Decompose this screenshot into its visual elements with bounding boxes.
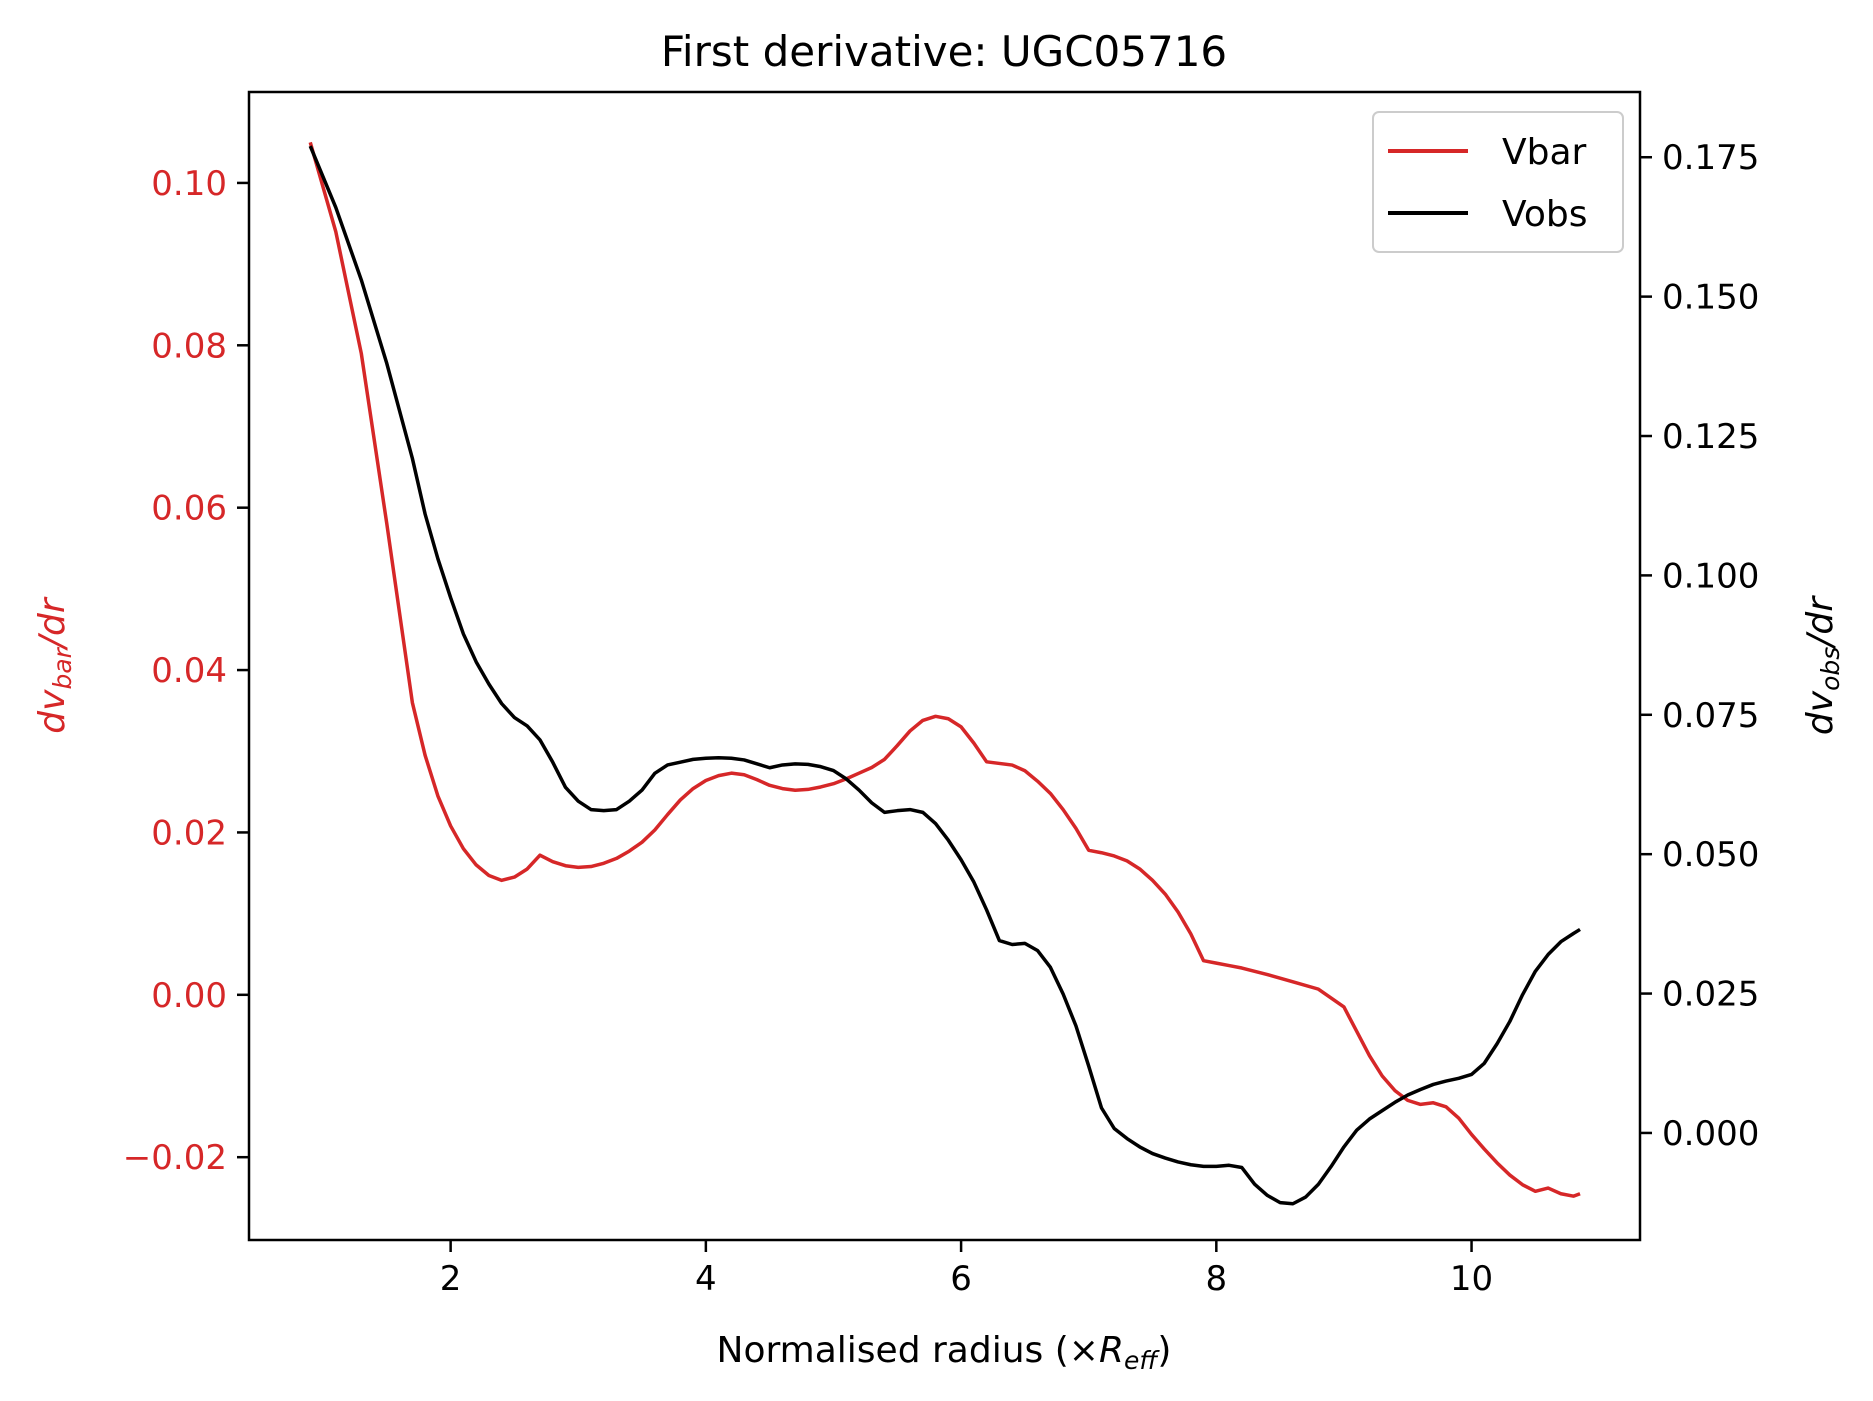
y-left-axis-label: dvbar/dr — [32, 596, 77, 734]
y-left-tick-label: 0.02 — [151, 813, 227, 853]
y-left-tick-label: 0.08 — [151, 326, 227, 366]
y-right-tick-label: 0.175 — [1662, 138, 1759, 178]
y-right-tick-label: 0.025 — [1662, 975, 1759, 1015]
legend-label-vobs: Vobs — [1502, 194, 1587, 235]
series-line-vbar — [308, 141, 1581, 1198]
y-right-axis-label: dvobs/dr — [1800, 595, 1845, 735]
x-tick-label: 6 — [950, 1259, 972, 1299]
x-axis-label: Normalised radius (×Reff) — [717, 1330, 1172, 1375]
y-right-tick-label: 0.075 — [1662, 696, 1759, 736]
x-tick-label: 4 — [695, 1259, 717, 1299]
x-axis-label-suffix: ) — [1157, 1330, 1171, 1371]
y-right-axis-label-var: dv — [1800, 690, 1841, 735]
y-left-tick-label: 0.04 — [151, 651, 227, 691]
x-axis-label-sub: eff — [1124, 1346, 1160, 1375]
y-right-tick-label: 0.100 — [1662, 556, 1759, 596]
y-left-tick-label: 0.06 — [151, 489, 227, 529]
y-left-axis-label-suffix: /dr — [32, 596, 73, 651]
y-right-axis-label-suffix: /dr — [1800, 595, 1841, 650]
axes-frame — [247, 90, 1642, 1242]
y-right-tick-label: 0.000 — [1662, 1114, 1759, 1154]
x-axis-label-prefix: Normalised radius (× — [717, 1330, 1099, 1371]
y-right-axis-label-sub: obs — [1816, 647, 1845, 691]
x-tick-label: 8 — [1205, 1259, 1227, 1299]
y-left-tick-label: 0.00 — [151, 976, 227, 1016]
y-right-tick-label: 0.050 — [1662, 835, 1759, 875]
legend-box — [1372, 111, 1624, 253]
x-axis-ticks: 2 4 6 8 10 — [440, 1240, 1493, 1299]
y-right-tick-label: 0.125 — [1662, 417, 1759, 457]
x-tick-label: 2 — [440, 1259, 462, 1299]
y-left-axis-ticks: −0.02 0.00 0.02 0.04 0.06 0.08 0.10 — [123, 164, 249, 1178]
x-axis-label-var: R — [1099, 1330, 1124, 1371]
y-left-axis-label-sub: bar — [48, 646, 77, 689]
series-line-vobs — [308, 145, 1581, 1206]
legend: Vbar Vobs — [1372, 111, 1624, 253]
x-tick-label: 10 — [1450, 1259, 1493, 1299]
legend-label-vbar: Vbar — [1502, 132, 1587, 173]
y-right-axis-ticks: 0.000 0.025 0.050 0.075 0.100 0.125 0.150 0.175 — [1640, 138, 1759, 1154]
y-left-tick-label: 0.10 — [151, 164, 227, 204]
chart-title: First derivative: UGC05716 — [661, 27, 1227, 76]
series-layer — [308, 141, 1581, 1206]
y-left-tick-label: −0.02 — [123, 1138, 227, 1178]
y-left-axis-label-var: dv — [32, 689, 73, 734]
y-right-tick-label: 0.150 — [1662, 278, 1759, 318]
